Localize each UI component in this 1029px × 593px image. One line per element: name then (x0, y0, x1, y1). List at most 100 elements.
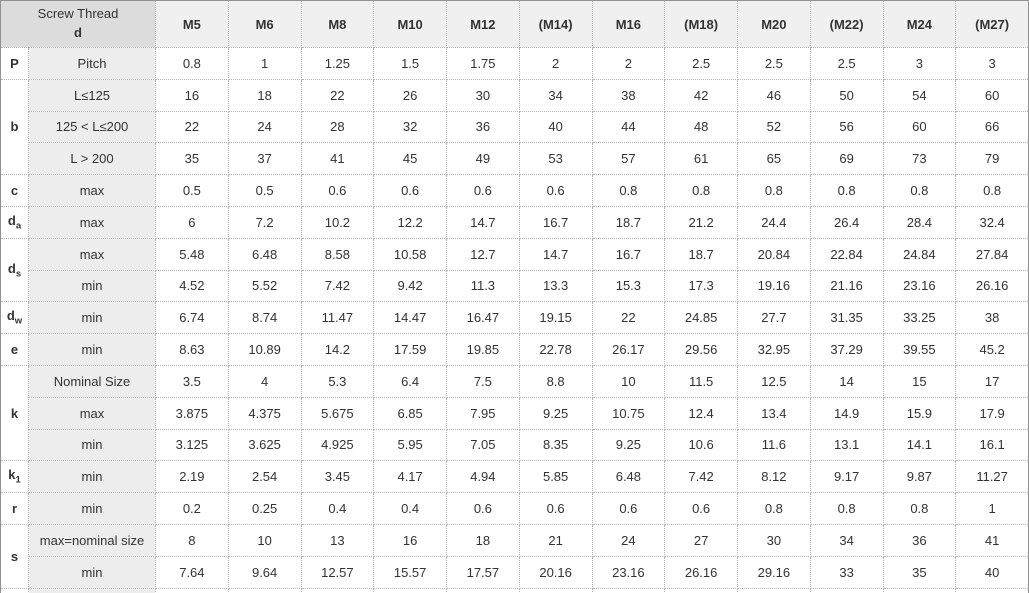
value-cell: 26.17 (591, 333, 666, 366)
value-cell: 8 (155, 523, 229, 557)
table-row: max 3.875 4.375 5.675 6.85 7.95 9.25 10.75 12.4 1… (1, 396, 1029, 430)
value-cell: 0.8 (664, 174, 738, 207)
value-cell: 36 (446, 110, 520, 144)
value-cell: 60 (955, 78, 1029, 112)
value-cell: 0.2 (155, 492, 229, 525)
value-cell: 31.35 (809, 301, 884, 335)
value-cell: 16 (373, 523, 447, 557)
column-header-m14: (M14) (518, 0, 593, 48)
value-cell: 41 (955, 523, 1029, 557)
value-cell: 14.7 (518, 237, 593, 271)
value-cell: 9.25 (518, 396, 593, 430)
table-row: min 4.52 5.52 7.42 9.42 11.3 13.3 15.3 17.3 19.16… (1, 269, 1029, 303)
value-cell: 0.4 (300, 492, 375, 525)
value-cell: 24 (227, 110, 302, 144)
value-cell: 34 (809, 523, 884, 557)
param-cell-k1: k1 (0, 460, 29, 494)
column-header-m24: M24 (882, 0, 957, 48)
value-cell: 29.16 (737, 555, 811, 589)
param-subscript: w (14, 316, 23, 328)
value-cell: 8.8 (518, 364, 593, 398)
value-cell: 5.48 (155, 237, 229, 271)
row-label-cell: min (28, 428, 156, 462)
param-cell-e: e (0, 333, 29, 366)
value-cell: 6.48 (227, 237, 302, 271)
param-cell-dw: dw (0, 301, 29, 335)
column-header-m12: M12 (446, 0, 520, 48)
value-cell: 4.52 (155, 269, 229, 303)
value-cell: 40 (518, 110, 593, 144)
value-cell: 0.5 (227, 174, 302, 207)
value-cell: 2.19 (155, 460, 229, 494)
value-cell: 8.35 (518, 428, 593, 462)
value-cell: 23.16 (882, 269, 957, 303)
table-row: P Pitch 0.8 1 1.25 1.5 1.75 2 2 2.5 2.5 2.5 3 3 (0, 47, 1029, 80)
value-cell: 12.7 (446, 237, 520, 271)
row-label-cell: min (28, 269, 156, 303)
value-cell: 22.84 (809, 237, 884, 271)
value-cell: 60 (882, 110, 957, 144)
value-cell: 2 (518, 47, 593, 80)
clipped-cell (664, 587, 738, 593)
table-row: L > 200 35 37 41 45 49 53 57 61 65 69 73 79 (1, 142, 1029, 176)
value-cell: 4.925 (300, 428, 375, 462)
value-cell: 8.74 (227, 301, 302, 335)
value-cell: 3 (955, 47, 1029, 80)
value-cell: 1 (955, 492, 1029, 525)
value-cell: 12.2 (373, 205, 447, 239)
corner-header-cell: Screw Thread d (0, 0, 156, 48)
clipped-cell (809, 587, 884, 593)
table-row: k1 min 2.19 2.54 3.45 4.17 4.94 5.85 6.48 7.42 8.1… (0, 460, 1029, 494)
value-cell: 42 (664, 78, 738, 112)
table-row: b L≤125 16 18 22 26 30 34 38 42 46 50 54 60 (0, 78, 1029, 176)
value-cell: 3.45 (300, 460, 375, 494)
param-cell-ds: ds (0, 237, 29, 303)
value-cell: 2.5 (737, 47, 811, 80)
row-label-cell: min (28, 555, 156, 589)
value-cell: 9.64 (227, 555, 302, 589)
value-cell: 26.4 (809, 205, 884, 239)
value-cell: 22 (155, 110, 229, 144)
value-cell: 79 (955, 142, 1029, 176)
value-cell: 19.85 (446, 333, 520, 366)
value-cell: 4.94 (446, 460, 520, 494)
value-cell: 32.4 (955, 205, 1029, 239)
value-cell: 9.87 (882, 460, 957, 494)
value-cell: 13.1 (809, 428, 884, 462)
value-cell: 0.6 (446, 492, 520, 525)
value-cell: 20.16 (518, 555, 593, 589)
value-cell: 7.05 (446, 428, 520, 462)
clipped-cell (737, 587, 811, 593)
value-cell: 29.56 (664, 333, 738, 366)
corner-header-line2: d (74, 25, 82, 40)
value-cell: 5.85 (518, 460, 593, 494)
clipped-cell (446, 587, 520, 593)
value-cell: 6.4 (373, 364, 447, 398)
value-cell: 15.9 (882, 396, 957, 430)
value-cell: 7.64 (155, 555, 229, 589)
value-cell: 22.78 (518, 333, 593, 366)
value-cell: 24.4 (737, 205, 811, 239)
column-header-m18: (M18) (664, 0, 738, 48)
value-cell: 10.75 (591, 396, 666, 430)
column-header-m8: M8 (300, 0, 375, 48)
value-cell: 0.6 (373, 174, 447, 207)
value-cell: 16.1 (955, 428, 1029, 462)
value-cell: 4 (227, 364, 302, 398)
value-cell: 14.9 (809, 396, 884, 430)
param-subscript: a (15, 220, 22, 232)
value-cell: 17 (955, 364, 1029, 398)
value-cell: 26 (373, 78, 447, 112)
value-cell: 22 (300, 78, 375, 112)
value-cell: 0.8 (591, 174, 666, 207)
row-label-cell: max (28, 237, 156, 271)
value-cell: 23.16 (591, 555, 666, 589)
value-cell: 17.3 (664, 269, 738, 303)
value-cell: 3.5 (155, 364, 229, 398)
value-cell: 2.5 (809, 47, 884, 80)
value-cell: 33.25 (882, 301, 957, 335)
value-cell: 35 (882, 555, 957, 589)
row-label-cell: min (28, 333, 156, 366)
table-row: dw min 6.74 8.74 11.47 14.47 16.47 19.15 22 24.85… (0, 301, 1029, 335)
param-cell-r: r (0, 492, 29, 525)
